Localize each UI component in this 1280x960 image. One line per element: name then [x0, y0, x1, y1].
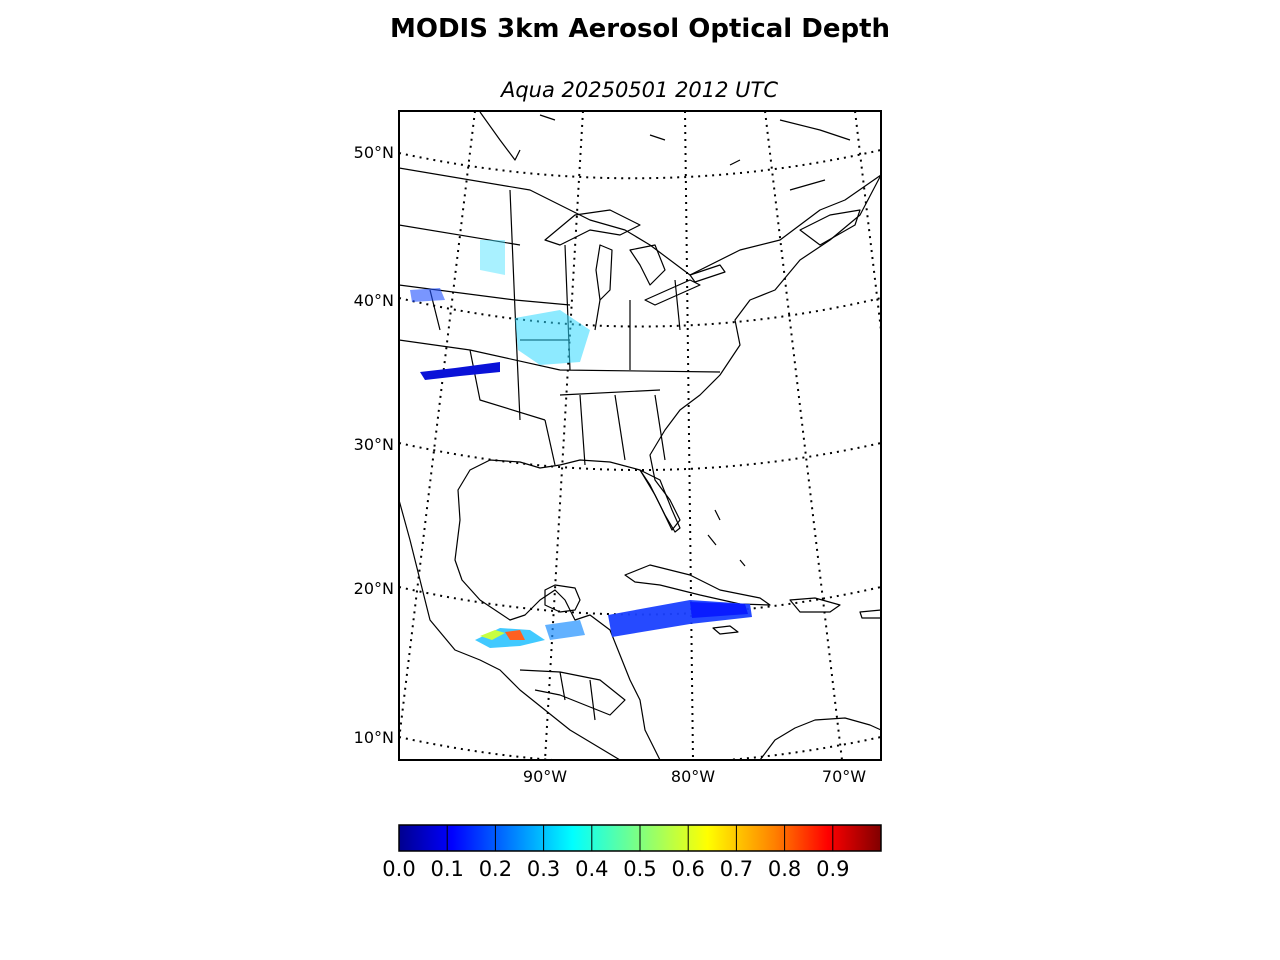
lat-label: 10°N	[354, 728, 394, 747]
aod-swath-nebraska	[480, 240, 505, 275]
aod-swath-caribbean-dark	[690, 602, 748, 618]
aod-data	[410, 240, 752, 648]
colorbar-tick-label: 0.6	[671, 857, 704, 881]
lat-label: 40°N	[354, 291, 394, 310]
latitude-labels: 50°N 40°N 30°N 20°N 10°N	[354, 143, 394, 747]
longitude-labels: 90°W 80°W 70°W	[523, 767, 866, 786]
meridian-90w	[544, 111, 584, 760]
aod-swath-oklahoma	[420, 362, 500, 380]
lat-label: 30°N	[354, 435, 394, 454]
central-america-borders	[519, 669, 626, 721]
parallel-40n	[399, 297, 881, 328]
great-lakes-huron	[629, 244, 666, 286]
colorbar-ticks	[446, 825, 834, 851]
colorbar-tick-label: 0.8	[768, 857, 801, 881]
colorbar-tick-label: 0.5	[623, 857, 656, 881]
parallel-50n	[399, 149, 881, 180]
chart-title: MODIS 3km Aerosol Optical Depth	[389, 14, 891, 44]
puerto-rico	[859, 609, 881, 619]
mexico-pacific-coast	[399, 499, 621, 760]
state-lines-1	[399, 189, 721, 421]
colorbar-tick-label: 0.4	[575, 857, 608, 881]
great-lakes-ontario	[689, 264, 726, 283]
lon-label: 80°W	[671, 767, 715, 786]
colorbar-tick-label: 0.2	[479, 857, 512, 881]
map-frame	[398, 110, 882, 761]
aod-swath-midwest	[515, 310, 590, 365]
great-lakes-superior	[544, 209, 641, 246]
aod-swath-mexico-red	[505, 630, 525, 640]
parallel-30n	[399, 442, 881, 471]
colorbar-tick-label: 0.1	[430, 857, 463, 881]
gulf-coast	[454, 459, 661, 760]
us-canada-border	[399, 167, 881, 276]
chart-subtitle: Aqua 20250501 2012 UTC	[500, 78, 779, 102]
lon-label: 90°W	[523, 767, 567, 786]
colorbar-tick-label: 0.9	[816, 857, 849, 881]
east-coast	[559, 174, 881, 531]
meridian-80w	[684, 111, 694, 760]
hispaniola	[789, 597, 841, 613]
yucatan	[544, 584, 581, 613]
aod-swath-kansas	[410, 288, 445, 302]
lat-label: 20°N	[354, 579, 394, 598]
coastlines-and-borders	[399, 111, 881, 760]
florida	[639, 469, 681, 533]
map-area	[399, 111, 881, 760]
parallels	[399, 149, 881, 760]
colorbar-tick-label: 0.3	[527, 857, 560, 881]
aod-swath-gulf-honduras	[545, 620, 585, 640]
south-america-north	[759, 717, 881, 760]
lon-label: 70°W	[822, 767, 866, 786]
meridian-70w	[764, 111, 843, 760]
great-lakes-erie	[644, 279, 701, 306]
colorbar-tick-labels: 0.0 0.1 0.2 0.3 0.4 0.5 0.6 0.7 0.8 0.9	[382, 857, 849, 881]
nova-scotia	[799, 209, 861, 246]
colorbar: 0.0 0.1 0.2 0.3 0.4 0.5 0.6 0.7 0.8 0.9	[382, 824, 882, 881]
state-lines-2	[514, 299, 666, 466]
canada-islands	[479, 111, 851, 191]
meridian-100w	[399, 111, 476, 741]
colorbar-tick-label: 0.0	[382, 857, 415, 881]
lat-label: 50°N	[354, 143, 394, 162]
great-lakes-michigan	[595, 244, 613, 301]
jamaica	[712, 625, 739, 635]
bahamas	[707, 509, 746, 567]
meridian-60w	[854, 111, 881, 331]
colorbar-tick-label: 0.7	[720, 857, 753, 881]
meridians	[399, 111, 881, 760]
aod-swath-mexico-hot	[480, 630, 505, 640]
cuba	[624, 564, 771, 606]
